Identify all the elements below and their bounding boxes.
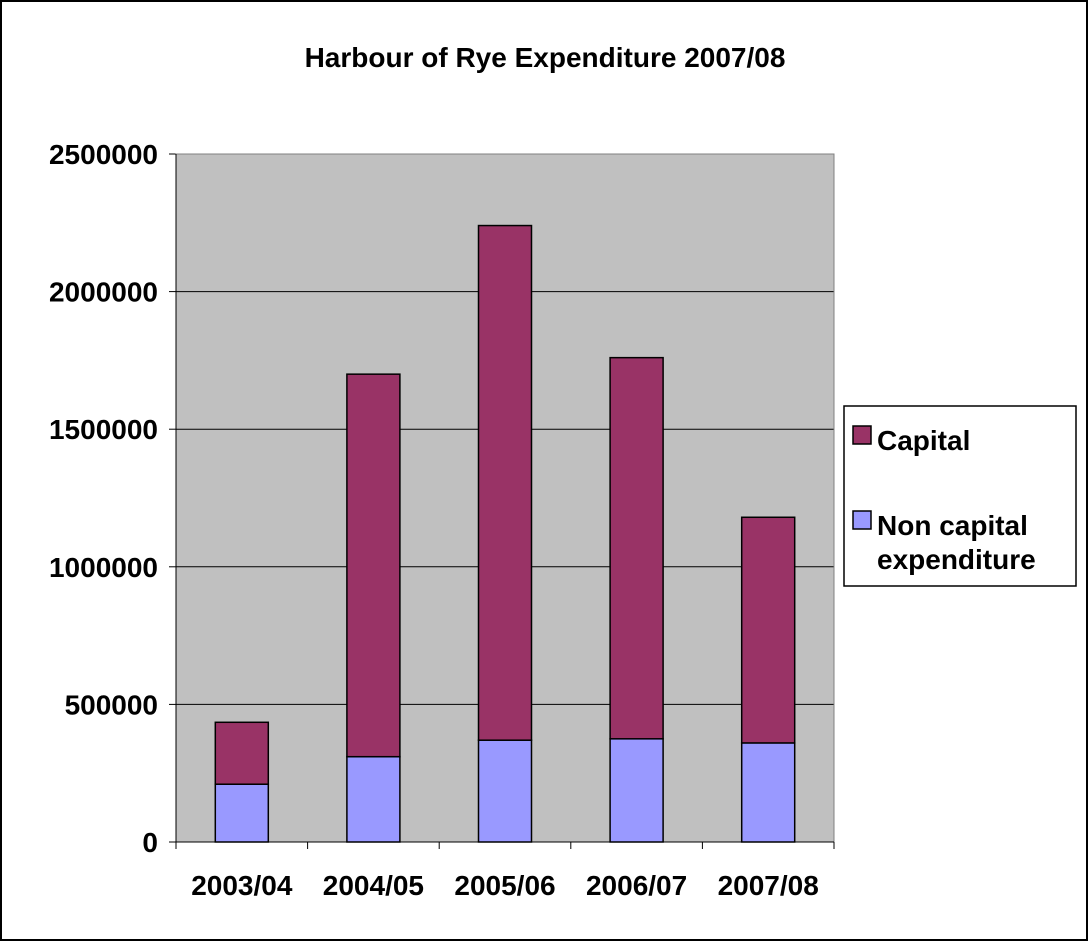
y-tick-label: 2000000 (49, 277, 158, 308)
chart-title: Harbour of Rye Expenditure 2007/08 (305, 42, 786, 73)
bar-capital-2007-08 (740, 516, 796, 744)
legend-label-capital: Capital (877, 425, 970, 456)
plot-area: 0 500000 1000000 1500000 2000000 2500000 2003/… (49, 139, 835, 901)
legend-swatch-capital (852, 425, 872, 445)
x-tick-label: 2004/05 (323, 870, 424, 901)
bar-capital-2004-05 (346, 373, 401, 758)
y-tick-label: 2500000 (49, 139, 158, 170)
bar-non-capital-2004-05 (346, 755, 401, 843)
y-tick-label: 500000 (65, 689, 158, 720)
x-tick-label: 2003/04 (191, 870, 293, 901)
legend-box (843, 405, 1077, 587)
bar-non-capital-2003-04 (214, 783, 270, 843)
bar-non-capital-2005-06 (477, 739, 533, 843)
legend-label-non-capital: expenditure (877, 544, 1036, 575)
y-tick-label: 1000000 (49, 552, 158, 583)
bar-capital-2006-07 (609, 356, 664, 740)
legend-label-non-capital: Non capital (877, 510, 1028, 541)
legend-swatch-non-capital (852, 510, 872, 530)
bar-capital-2003-04 (214, 721, 270, 785)
x-tick-label: 2007/08 (718, 870, 819, 901)
y-tick-label: 1500000 (49, 414, 158, 445)
bar-non-capital-2007-08 (740, 742, 796, 843)
x-tick-label: 2005/06 (454, 870, 555, 901)
bar-non-capital-2006-07 (609, 738, 664, 843)
y-tick-label: 0 (142, 827, 158, 858)
x-tick-label: 2006/07 (586, 870, 687, 901)
bar-capital-2005-06 (477, 224, 533, 741)
